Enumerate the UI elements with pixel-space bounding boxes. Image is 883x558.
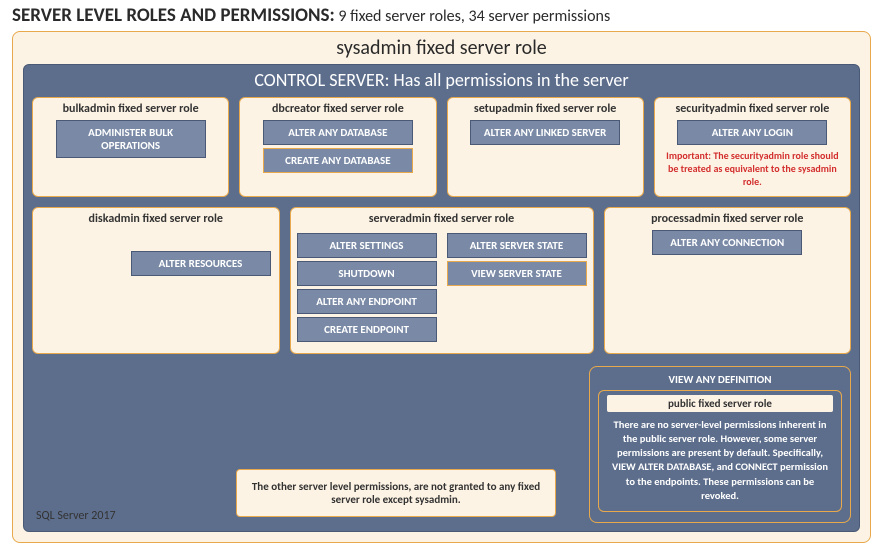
processadmin-role: processadmin fixed server role ALTER ANY… bbox=[604, 207, 852, 354]
page-title: SERVER LEVEL ROLES AND PERMISSIONS: 9 fi… bbox=[12, 4, 871, 27]
version-footer: SQL Server 2017 bbox=[36, 509, 116, 523]
sysadmin-label: sysadmin fixed server role bbox=[23, 36, 860, 60]
title-sub: 9 fixed server roles, 34 server permissi… bbox=[335, 7, 610, 26]
bulkadmin-role: bulkadmin fixed server role ADMINISTER B… bbox=[32, 97, 229, 197]
public-role-text: There are no server-level permissions in… bbox=[607, 418, 833, 503]
other-permissions-note: The other server level permissions, are … bbox=[236, 469, 556, 517]
sysadmin-container: sysadmin fixed server role CONTROL SERVE… bbox=[12, 31, 871, 543]
perm-alter-any-linked-server: ALTER ANY LINKED SERVER bbox=[470, 120, 620, 145]
serveradmin-role: serveradmin fixed server role ALTER SETT… bbox=[290, 207, 594, 354]
perm-create-any-database: CREATE ANY DATABASE bbox=[263, 148, 413, 173]
row-2: diskadmin fixed server role ALTER RESOUR… bbox=[32, 207, 851, 354]
control-server-container: CONTROL SERVER: Has all permissions in t… bbox=[23, 64, 860, 532]
securityadmin-warning: Important: The securityadmin role should… bbox=[661, 149, 844, 188]
perm-alter-any-database: ALTER ANY DATABASE bbox=[263, 120, 413, 145]
setupadmin-role: setupadmin fixed server role ALTER ANY L… bbox=[447, 97, 644, 197]
perm-alter-any-endpoint: ALTER ANY ENDPOINT bbox=[297, 289, 437, 314]
public-role: public fixed server role There are no se… bbox=[598, 390, 842, 512]
setupadmin-title: setupadmin fixed server role bbox=[454, 102, 637, 116]
perm-administer-bulk: ADMINISTER BULK OPERATIONS bbox=[56, 120, 206, 158]
dbcreator-title: dbcreator fixed server role bbox=[246, 102, 429, 116]
perm-alter-server-state: ALTER SERVER STATE bbox=[447, 233, 587, 258]
diskadmin-title: diskadmin fixed server role bbox=[39, 212, 273, 226]
bulkadmin-title: bulkadmin fixed server role bbox=[39, 102, 222, 116]
perm-shutdown: SHUTDOWN bbox=[297, 261, 437, 286]
processadmin-title: processadmin fixed server role bbox=[611, 212, 845, 226]
control-server-label: CONTROL SERVER: Has all permissions in t… bbox=[32, 69, 851, 91]
perm-alter-resources: ALTER RESOURCES bbox=[131, 251, 271, 276]
securityadmin-role: securityadmin fixed server role ALTER AN… bbox=[654, 97, 851, 197]
view-any-definition-container: VIEW ANY DEFINITION public fixed server … bbox=[589, 366, 851, 523]
title-main: SERVER LEVEL ROLES AND PERMISSIONS: bbox=[12, 4, 335, 27]
row-1: bulkadmin fixed server role ADMINISTER B… bbox=[32, 97, 851, 197]
view-any-definition-label: VIEW ANY DEFINITION bbox=[598, 373, 842, 386]
dbcreator-role: dbcreator fixed server role ALTER ANY DA… bbox=[239, 97, 436, 197]
public-role-title: public fixed server role bbox=[607, 395, 833, 412]
perm-alter-settings: ALTER SETTINGS bbox=[297, 233, 437, 258]
serveradmin-title: serveradmin fixed server role bbox=[297, 212, 587, 226]
perm-create-endpoint: CREATE ENDPOINT bbox=[297, 317, 437, 342]
securityadmin-title: securityadmin fixed server role bbox=[661, 102, 844, 116]
perm-alter-any-connection: ALTER ANY CONNECTION bbox=[652, 230, 802, 255]
diskadmin-role: diskadmin fixed server role ALTER RESOUR… bbox=[32, 207, 280, 354]
perm-alter-any-login: ALTER ANY LOGIN bbox=[677, 120, 827, 145]
perm-view-server-state: VIEW SERVER STATE bbox=[447, 261, 587, 286]
